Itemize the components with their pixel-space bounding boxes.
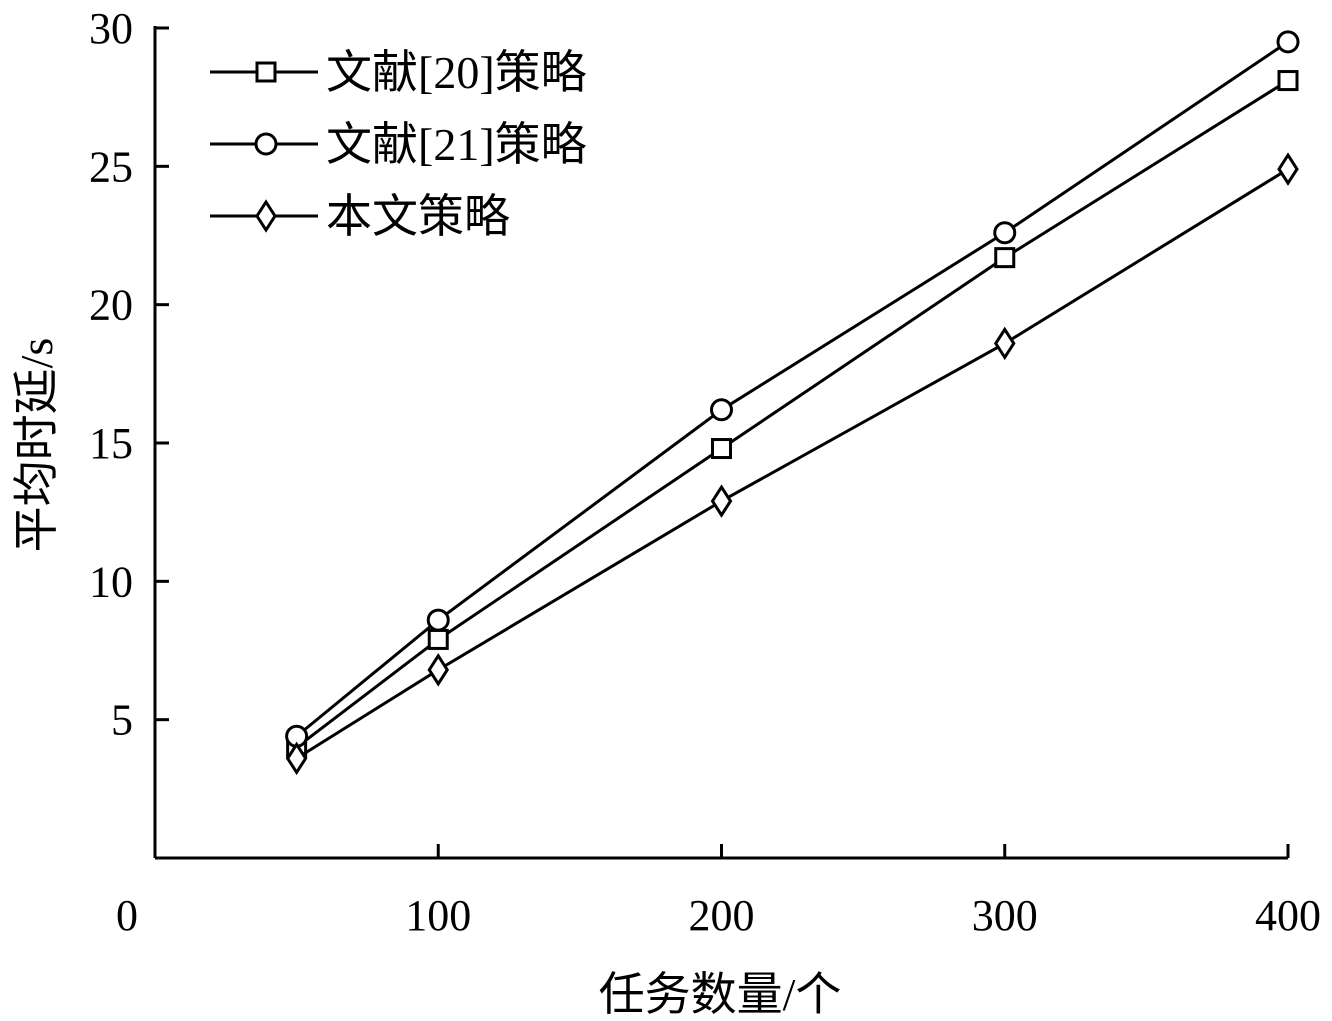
series xyxy=(285,30,1300,748)
y-tick-label: 15 xyxy=(89,419,133,468)
marker-diamond xyxy=(255,199,277,233)
y-tick-label: 10 xyxy=(89,557,133,606)
x-tick-label: 300 xyxy=(972,891,1038,940)
series-group xyxy=(285,30,1300,776)
x-tick-label: 400 xyxy=(1255,891,1321,940)
series xyxy=(286,70,1299,758)
marker-square xyxy=(711,438,732,460)
legend-entry: 文献[21]策略 xyxy=(210,119,587,170)
y-axis-title: 平均时延/s xyxy=(11,338,62,553)
marker-square xyxy=(1277,70,1299,92)
legend-entry: 本文策略 xyxy=(210,191,510,242)
x-tick-label: 200 xyxy=(689,891,755,940)
marker-diamond xyxy=(285,741,308,776)
marker-diamond xyxy=(427,653,450,687)
marker-circle xyxy=(1276,30,1300,54)
marker-circle xyxy=(426,608,450,632)
marker-square xyxy=(994,247,1016,269)
marker-square xyxy=(255,61,277,83)
legend-label: 本文策略 xyxy=(326,191,510,242)
y-tick-label: 25 xyxy=(89,142,133,191)
y-tick-label: 5 xyxy=(111,696,133,745)
series xyxy=(285,152,1299,776)
marker-circle xyxy=(993,221,1017,245)
legend-label: 文献[20]策略 xyxy=(326,47,587,98)
marker-diamond xyxy=(710,484,733,518)
marker-square xyxy=(427,628,449,650)
marker-circle xyxy=(710,398,733,422)
x-tick-label: 100 xyxy=(405,891,471,940)
marker-diamond xyxy=(993,326,1016,361)
y-tick-label: 20 xyxy=(89,281,133,330)
x-tick-label: 0 xyxy=(116,891,138,940)
marker-circle xyxy=(254,132,278,156)
legend-entry: 文献[20]策略 xyxy=(210,47,587,98)
marker-diamond xyxy=(1277,152,1299,186)
legend-label: 文献[21]策略 xyxy=(326,119,587,170)
x-axis-title: 任务数量/个 xyxy=(599,969,842,1020)
y-tick-label: 30 xyxy=(89,4,133,53)
